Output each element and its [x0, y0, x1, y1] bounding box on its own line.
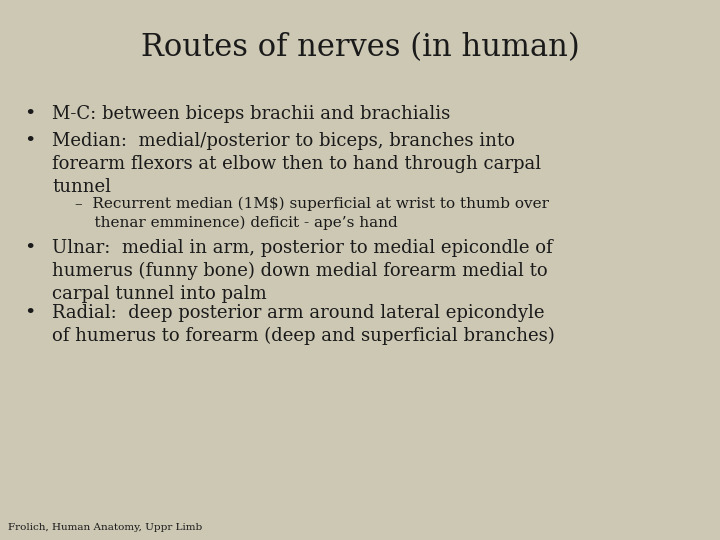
Text: Frolich, Human Anatomy, Uppr Limb: Frolich, Human Anatomy, Uppr Limb: [8, 523, 202, 532]
Text: •: •: [24, 304, 36, 322]
Text: •: •: [24, 239, 36, 257]
Text: Ulnar:  medial in arm, posterior to medial epicondle of
humerus (funny bone) dow: Ulnar: medial in arm, posterior to media…: [52, 239, 553, 303]
Text: –  Recurrent median (1M$) superficial at wrist to thumb over
    thenar emminenc: – Recurrent median (1M$) superficial at …: [75, 197, 549, 230]
Text: M-C: between biceps brachii and brachialis: M-C: between biceps brachii and brachial…: [52, 105, 450, 123]
Text: Median:  medial/posterior to biceps, branches into
forearm flexors at elbow then: Median: medial/posterior to biceps, bran…: [52, 132, 541, 196]
Text: •: •: [24, 105, 36, 123]
Text: Routes of nerves (in human): Routes of nerves (in human): [140, 32, 580, 63]
Text: Radial:  deep posterior arm around lateral epicondyle
of humerus to forearm (dee: Radial: deep posterior arm around latera…: [52, 304, 554, 345]
Text: •: •: [24, 132, 36, 150]
